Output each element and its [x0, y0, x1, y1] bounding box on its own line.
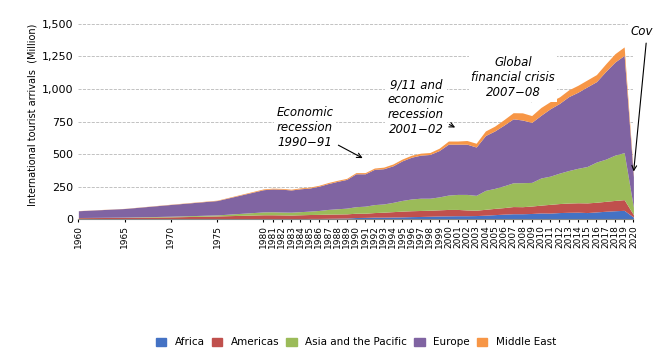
Text: 9/11 and
economic
recession
2001−02: 9/11 and economic recession 2001−02	[387, 79, 454, 137]
Text: Global
financial crisis
2007−08: Global financial crisis 2007−08	[471, 56, 555, 102]
Y-axis label: International tourist arrivals  (Million): International tourist arrivals (Million)	[27, 24, 38, 206]
Text: Economic
recession
1990−91: Economic recession 1990−91	[276, 106, 362, 158]
Text: Covid: Covid	[631, 25, 653, 170]
Legend: Africa, Americas, Asia and the Pacific, Europe, Middle East: Africa, Americas, Asia and the Pacific, …	[151, 333, 560, 352]
